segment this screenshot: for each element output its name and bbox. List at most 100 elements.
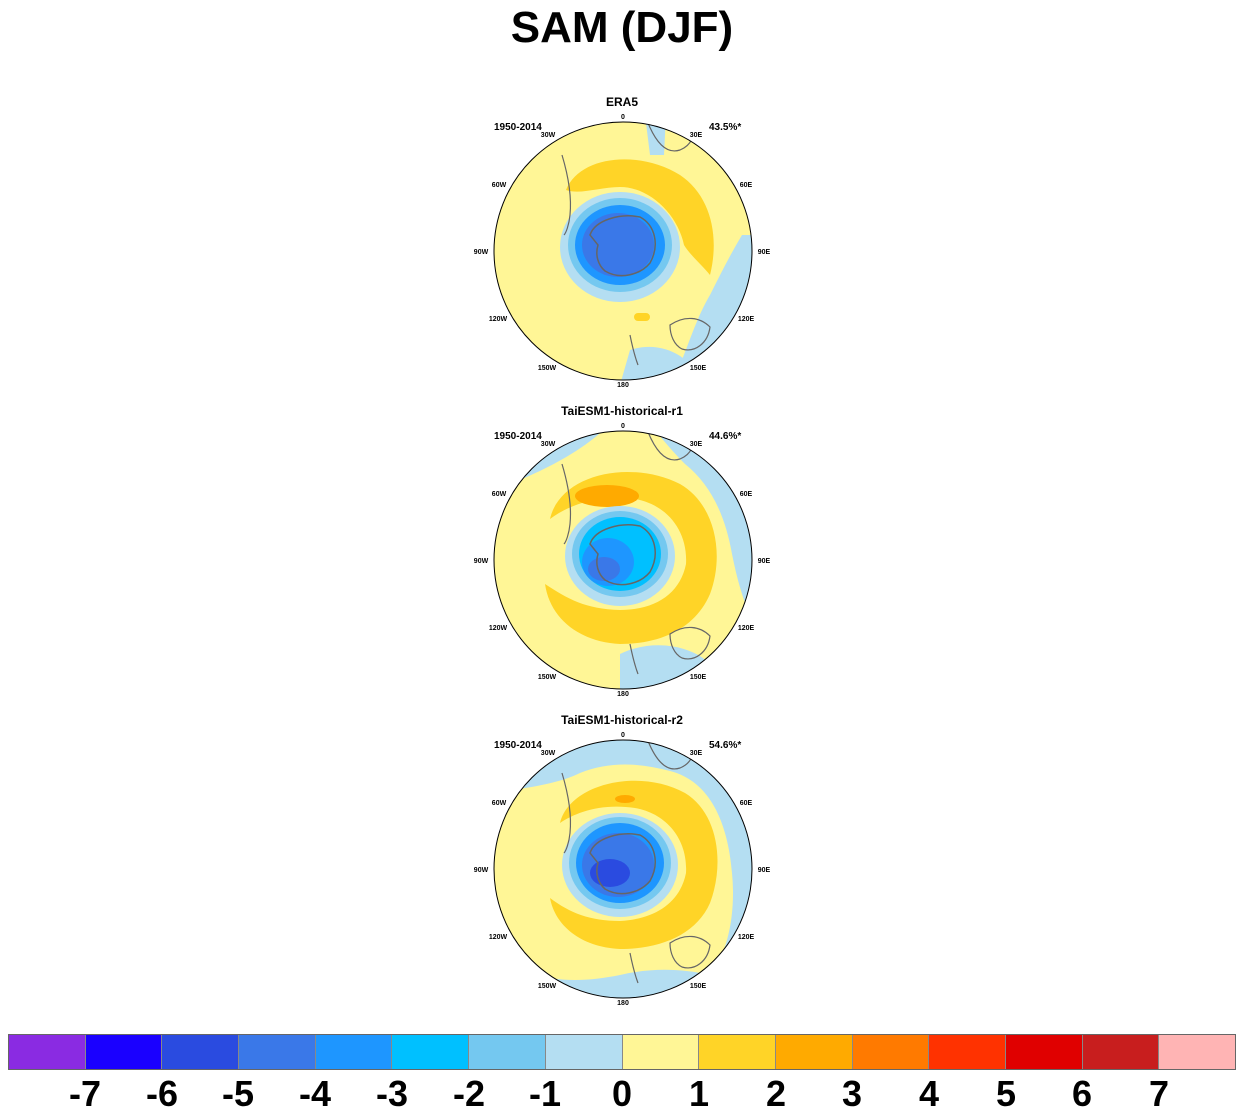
colorbar-cell [239,1035,316,1069]
lon-label: 0 [621,423,625,430]
panel-variance-explained: 43.5%* [709,122,742,133]
colorbar-cell [1159,1035,1235,1069]
colorbar-cell [392,1035,470,1069]
lon-label: 90E [758,249,771,256]
new-zealand-coastline [629,643,639,675]
colorbar-tick-label: -7 [68,1073,101,1114]
negative-anomaly-core [590,859,630,887]
positive-anomaly-ring [566,159,714,275]
colorbar-tick-label: 1 [688,1073,710,1114]
lon-label: 30E [690,750,703,757]
polar-map: 0 30E 60E 90E 120E 150E 180 150W 120W 90… [474,732,771,1007]
australia-coastline [669,626,711,660]
lon-label: 120W [489,934,508,941]
longitude-labels: 0 30E 60E 90E 120E 150E 180 150W 120W 90… [474,732,771,1007]
lon-label: 60W [492,491,507,498]
negative-anomaly-core [588,557,620,581]
colorbar-cell [469,1035,546,1069]
polar-map: 0 30E 60E 90E 120E 150E 180 150W 120W 90… [474,423,771,698]
map-boundary [493,739,753,999]
colorbar [8,1034,1236,1070]
colorbar-tick-label: 3 [841,1073,863,1114]
south-america-coastline [561,154,572,236]
positive-anomaly-core [615,795,635,803]
positive-anomaly-ring [550,780,718,949]
lon-label: 120W [489,625,508,632]
colorbar-cell [162,1035,240,1069]
lon-label: 90W [474,867,489,874]
panel-variance-explained: 54.6%* [709,740,742,751]
lon-label: 150W [538,983,557,990]
lon-label: 180 [617,1000,629,1007]
new-zealand-coastline [629,952,639,984]
lon-label: 150E [690,674,707,681]
antarctica-coastline [589,833,656,895]
antarctica-coastline [589,215,656,277]
lon-label: 120E [738,625,755,632]
colorbar-cell [85,1035,163,1069]
colorbar-cell [929,1035,1006,1069]
positive-anomaly-patch [634,313,650,321]
australia-coastline [669,317,711,351]
colorbar-tick-label: 0 [611,1073,633,1114]
lon-label: 60W [492,800,507,807]
colorbar-cell [315,1035,393,1069]
colorbar-cell [9,1035,86,1069]
colorbar-tick-label: -6 [145,1073,178,1114]
map-boundary [493,121,753,381]
lon-label: 0 [621,732,625,739]
colorbar-tick-label: -2 [452,1073,485,1114]
lon-label: 120E [738,934,755,941]
lon-label: 90E [758,558,771,565]
panel-title: TaiESM1-historical-r1 [561,404,683,418]
negative-anomaly-core [582,213,654,277]
positive-anomaly-core [575,485,639,507]
colorbar-cell [775,1035,853,1069]
panel-title: ERA5 [605,95,638,109]
lon-label: 30E [690,441,703,448]
colorbar-tick-label: 6 [1071,1073,1093,1114]
longitude-labels: 0 30E 60E 90E 120E 150E 180 150W 120W 90… [474,423,771,698]
map-panel-era5: ERA5 1950-2014 43.5%* 0 30E 60E 90E [470,95,774,393]
lon-label: 90E [758,867,771,874]
australia-coastline [669,935,711,969]
panel-title: TaiESM1-historical-r2 [561,713,683,727]
lon-label: 0 [621,114,625,121]
lon-label: 30W [541,750,556,757]
lon-label: 120E [738,316,755,323]
colorbar-tick-label: 4 [918,1073,940,1114]
panel-period: 1950-2014 [494,122,542,133]
antarctica-coastline [589,524,656,586]
lon-label: 60W [492,182,507,189]
lon-label: 60E [740,491,753,498]
colorbar-cell [622,1035,700,1069]
new-zealand-coastline [629,334,639,366]
colorbar-cell [1082,1035,1160,1069]
colorbar-cell [852,1035,930,1069]
lon-label: 180 [617,691,629,698]
colorbar-tick-label: 7 [1148,1073,1170,1114]
polar-map: 0 30E 60E 90E 120E 150E 180 150W 120W 90… [474,114,771,389]
lon-label: 60E [740,800,753,807]
colorbar-tick-label: -5 [221,1073,254,1114]
lon-label: 150E [690,365,707,372]
lon-label: 30W [541,132,556,139]
colorbar-cell [545,1035,623,1069]
colorbar-tick-label: 2 [765,1073,787,1114]
panel-period: 1950-2014 [494,740,542,751]
panel-variance-explained: 44.6%* [709,431,742,442]
map-boundary [493,430,753,690]
lon-label: 60E [740,182,753,189]
colorbar-tick-label: 5 [995,1073,1017,1114]
lon-label: 150W [538,365,557,372]
lon-label: 30E [690,132,703,139]
lon-label: 120W [489,316,508,323]
positive-anomaly-ring [545,471,717,644]
lon-label: 150E [690,983,707,990]
longitude-labels: 0 30E 60E 90E 120E 150E 180 150W 120W 90… [474,114,771,389]
colorbar-tick-label: -4 [298,1073,331,1114]
lon-label: 180 [617,382,629,389]
map-panel-taiesm1-r1: TaiESM1-historical-r1 1950-2014 44.6%* 0… [470,404,774,702]
panel-period: 1950-2014 [494,431,542,442]
lon-label: 150W [538,674,557,681]
